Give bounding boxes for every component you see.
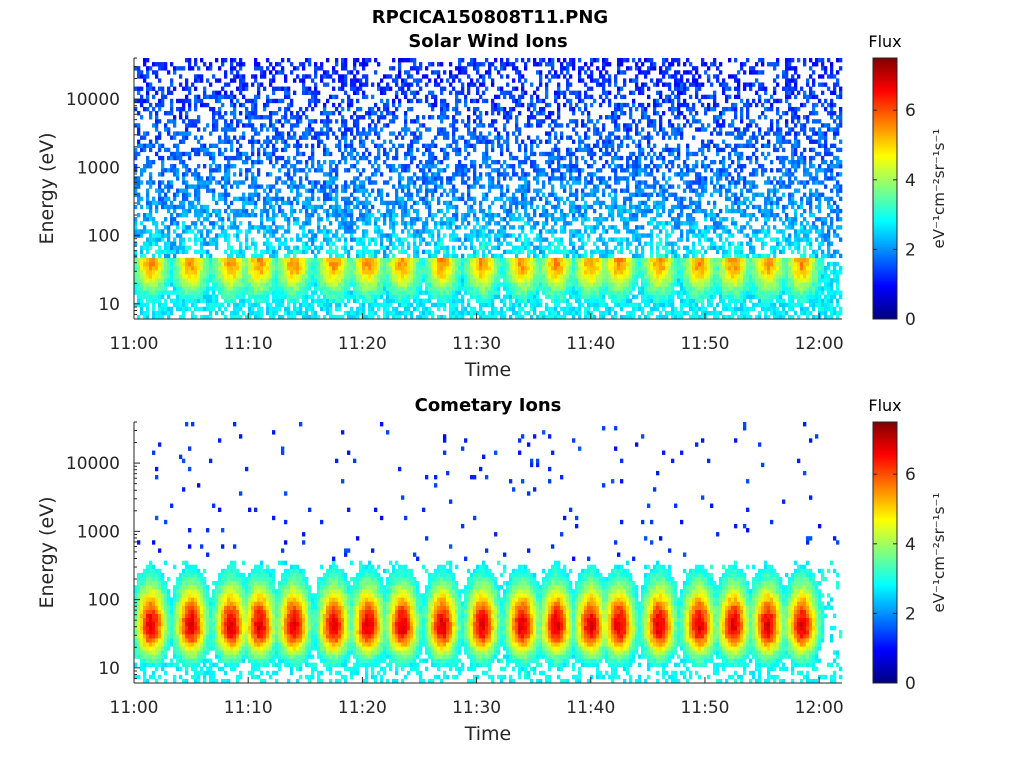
y-tick-label: 10000	[66, 90, 120, 110]
x-tick-label: 11:40	[566, 334, 615, 354]
colorbar-label: eV⁻¹cm⁻²sr⁻¹s⁻¹	[930, 129, 948, 249]
x-tick-label: 12:00	[795, 334, 844, 354]
y-axis-label: Energy (eV)	[36, 132, 58, 244]
x-tick-label: 11:00	[110, 334, 159, 354]
x-tick-label: 11:30	[452, 698, 501, 718]
colorbar-tick-label: 0	[905, 310, 916, 330]
x-tick-label: 12:00	[795, 698, 844, 718]
x-axis-label: Time	[464, 723, 512, 745]
y-tick-label: 10	[98, 659, 120, 679]
colorbar	[872, 421, 898, 684]
y-tick-label: 10000	[66, 454, 120, 474]
x-tick-label: 11:50	[680, 698, 729, 718]
y-tick-label: 1000	[77, 158, 120, 178]
colorbar	[872, 57, 898, 320]
colorbar-tick-label: 6	[905, 101, 916, 121]
y-axis-label: Energy (eV)	[36, 496, 58, 608]
top-panel-title: Solar Wind Ions	[408, 31, 568, 52]
top-colorbar-title: Flux	[868, 32, 902, 51]
colorbar-tick-label: 2	[905, 240, 916, 260]
y-tick-label: 1000	[77, 522, 120, 542]
figure-title: RPCICA150808T11.PNG	[371, 7, 609, 28]
bottom-panel-title: Cometary Ions	[414, 395, 562, 416]
x-tick-label: 11:40	[566, 698, 615, 718]
x-tick-label: 11:20	[338, 698, 387, 718]
colorbar-label: eV⁻¹cm⁻²sr⁻¹s⁻¹	[930, 493, 948, 613]
bottom-colorbar-title: Flux	[868, 396, 902, 415]
x-tick-label: 11:20	[338, 334, 387, 354]
colorbar-tick-label: 0	[905, 674, 916, 694]
x-tick-label: 11:30	[452, 334, 501, 354]
solar-wind-heatmap	[134, 58, 843, 320]
x-axis-label: Time	[464, 359, 512, 381]
x-tick-label: 11:10	[224, 698, 273, 718]
cometary-heatmap	[134, 422, 843, 684]
colorbar-tick-label: 4	[905, 535, 916, 555]
x-tick-label: 11:50	[680, 334, 729, 354]
y-tick-label: 10	[98, 295, 120, 315]
x-tick-label: 11:00	[110, 698, 159, 718]
colorbar-tick-label: 2	[905, 604, 916, 624]
colorbar-tick-label: 4	[905, 171, 916, 191]
colorbar-tick-label: 6	[905, 465, 916, 485]
x-tick-label: 11:10	[224, 334, 273, 354]
y-tick-label: 100	[88, 591, 120, 611]
y-tick-label: 100	[88, 227, 120, 247]
